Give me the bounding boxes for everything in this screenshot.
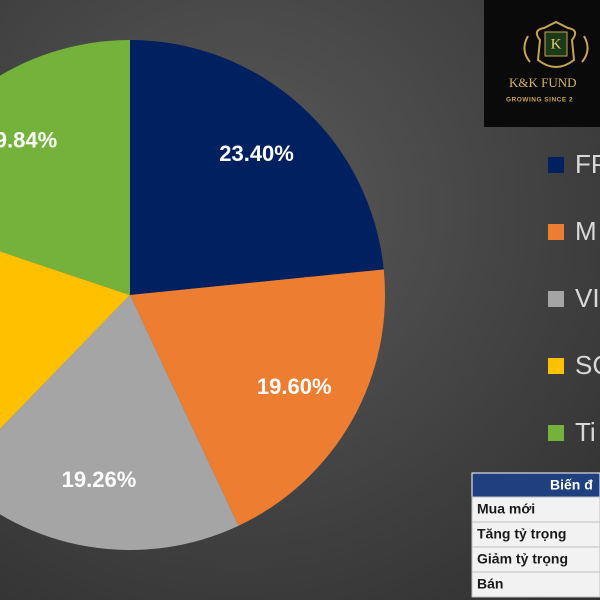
logo-tagline: GROWING SINCE 2 [506,97,573,104]
legend: FP M VI SC Ti [548,149,600,447]
table-row-label: Bán [477,576,503,592]
logo-crest [535,20,577,68]
legend-swatch [548,358,564,374]
data-label: 19.84% [0,128,57,153]
data-label: 19.26% [62,467,137,492]
logo-initial: K [551,36,562,52]
table-row-bg [471,546,600,573]
pie-slice [0,40,130,295]
legend-label: SC [575,350,600,380]
data-label: 19.60% [257,374,332,399]
table-row-label: Giảm tỷ trọng [477,551,568,567]
pie-slice [130,40,384,295]
legend-swatch [548,157,564,173]
legend-label: FP [575,149,600,179]
legend-swatch [548,291,564,307]
logo-wings [523,35,589,63]
pie-slice [0,251,130,429]
logo-name: K&K FUND [509,75,577,90]
data-label: 23.40% [219,141,294,166]
table-header-bg [471,472,600,498]
table-row-bg [471,496,600,523]
legend-swatch [548,224,564,240]
table-row-label: Tăng tỷ trọng [477,526,566,542]
table-row-bg [471,571,600,598]
table-row-label: Mua mới [477,501,535,517]
pie-slice [0,295,239,550]
legend-swatch [548,425,564,441]
legend-label: M [575,216,597,246]
pie: 23.40% 19.60% 19.26% 19.84% [0,40,386,550]
legend-label: VI [575,283,600,313]
pie-slice [130,269,386,526]
logo-shield [544,31,568,57]
table-header: Biến đ [550,477,593,493]
table: Biến đ Mua mới Tăng tỷ trọng Giảm tỷ trọng B… [471,472,600,598]
legend-label: Ti [575,417,596,447]
